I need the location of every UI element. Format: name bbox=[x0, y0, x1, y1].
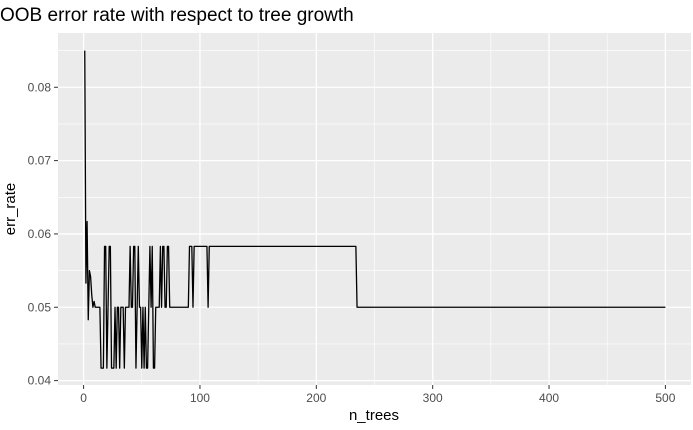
x-tick-label-2: 200 bbox=[306, 391, 326, 405]
x-tick-label-3: 300 bbox=[423, 391, 443, 405]
y-tick-label-2: 0.06 bbox=[28, 227, 52, 241]
y-axis-title: err_rate bbox=[2, 183, 19, 236]
series-line-0 bbox=[84, 50, 666, 369]
y-tick-label-0: 0.04 bbox=[28, 374, 52, 388]
y-tick-label-1: 0.05 bbox=[28, 300, 52, 314]
chart-title: OOB error rate with respect to tree grow… bbox=[0, 5, 354, 26]
y-tick-label-3: 0.07 bbox=[28, 154, 52, 168]
axis-ticks: 0 100 200 300 400 500 0.04 0.05 0.06 0.07 0.08 bbox=[28, 80, 676, 405]
y-tick-label-4: 0.08 bbox=[28, 80, 52, 94]
x-tick-label-4: 400 bbox=[539, 391, 559, 405]
x-axis-title: n_trees bbox=[349, 407, 399, 424]
x-tick-label-1: 100 bbox=[190, 391, 210, 405]
x-tick-label-5: 500 bbox=[655, 391, 675, 405]
x-tick-label-0: 0 bbox=[80, 391, 87, 405]
grid-lines bbox=[58, 33, 691, 385]
series-group bbox=[84, 50, 666, 369]
